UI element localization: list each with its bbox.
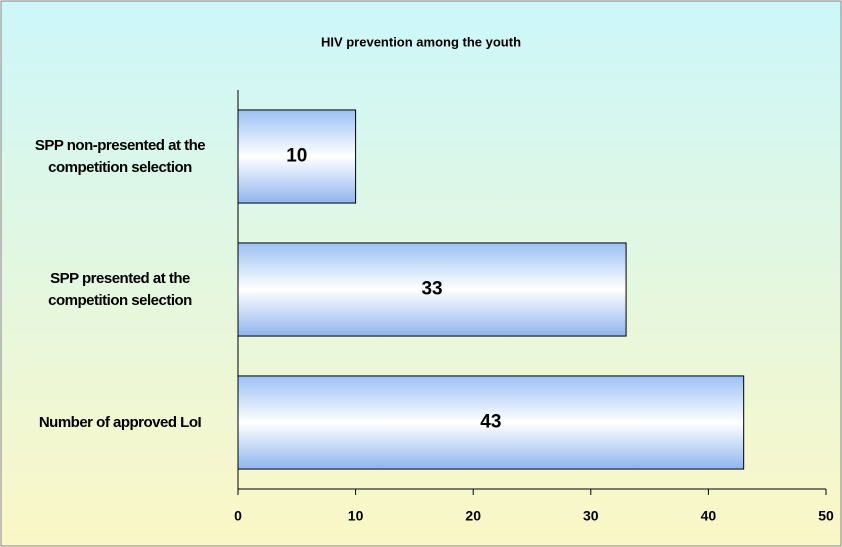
y-tick-label: Number of approved LoI <box>38 413 202 431</box>
y-tick-label-box: SPP non-presented at the competition sel… <box>34 136 206 176</box>
value-label: 43 <box>480 412 501 433</box>
y-tick-label: SPP non-presented at the competition sel… <box>34 136 206 176</box>
x-tick-label: 50 <box>818 508 834 524</box>
x-tick-label: 20 <box>465 508 481 524</box>
value-label: 33 <box>421 279 442 300</box>
bar <box>237 375 745 470</box>
y-tick-label: SPP presented at the competition selecti… <box>48 269 192 309</box>
y-tick-label-box: SPP presented at the competition selecti… <box>48 269 192 309</box>
chart-title: HIV prevention among the youth <box>321 34 521 49</box>
bar <box>237 109 357 204</box>
y-tick-label-box: Number of approved LoI <box>38 413 202 431</box>
x-tick-label: 0 <box>234 508 242 524</box>
x-tick-label: 10 <box>348 508 364 524</box>
x-tick-label: 30 <box>583 508 599 524</box>
bar <box>237 242 627 337</box>
value-label: 10 <box>286 146 307 167</box>
x-tick-label: 40 <box>701 508 717 524</box>
